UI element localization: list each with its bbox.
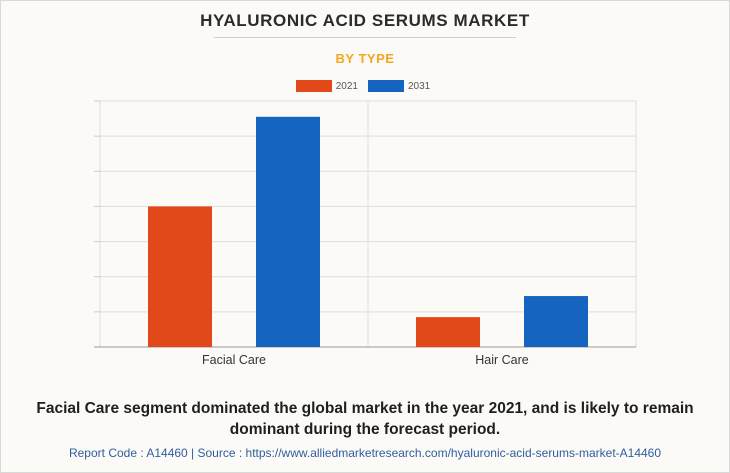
chart-legend: 2021 2031 [0,80,730,92]
legend-label-2021: 2021 [335,80,358,92]
title-divider [214,37,516,38]
chart-summary: Facial Care segment dominated the global… [36,400,694,438]
x-tick-label: Hair Care [475,353,529,367]
source-line: Report Code : A14460 | Source : https://… [68,446,662,460]
legend-item-2031: 2031 [368,80,430,92]
bar-chart: Facial Care Hair Care [94,100,637,367]
legend-label-2031: 2031 [408,80,431,92]
bar-2031 [524,296,588,347]
x-tick-label: Facial Care [202,353,266,367]
legend-swatch-2021 [295,80,332,92]
bar-2021 [148,206,212,347]
chart-title: HYALURONIC ACID SERUMS MARKET [200,11,530,30]
legend-item-2021: 2021 [295,80,358,92]
bar-2031 [256,116,320,347]
chart-subtitle: BY TYPE [335,51,395,66]
legend-swatch-2031 [368,80,404,92]
bar-2021 [416,317,480,347]
